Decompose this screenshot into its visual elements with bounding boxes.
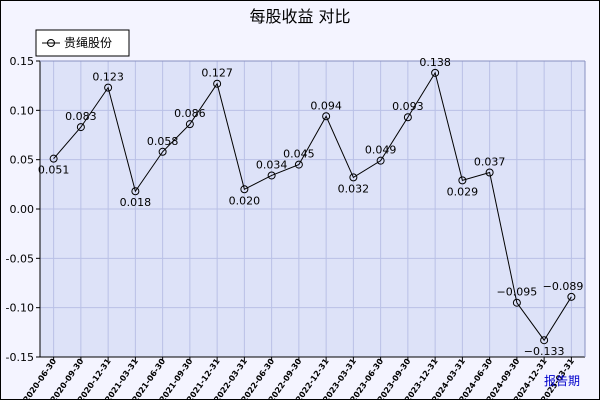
- data-label: −0.095: [497, 286, 538, 299]
- data-point: [294, 160, 303, 169]
- data-point: [49, 154, 58, 163]
- data-label: 0.083: [65, 110, 97, 123]
- data-label: 0.123: [92, 71, 124, 84]
- data-label: 0.049: [365, 144, 397, 157]
- data-label: 0.093: [392, 100, 424, 113]
- data-label: −0.133: [524, 345, 565, 358]
- series: [49, 68, 576, 345]
- data-label: 0.094: [310, 99, 342, 112]
- data-label: 0.037: [474, 155, 506, 168]
- data-point: [76, 123, 85, 132]
- y-tick-label: 0.15: [10, 55, 35, 68]
- x-axis-ticks: 2020-06-302020-09-302020-12-312021-03-31…: [22, 357, 577, 400]
- data-label: 0.018: [120, 196, 152, 209]
- data-point: [185, 120, 194, 129]
- data-point: [567, 292, 576, 301]
- legend: 贵绳股份: [35, 29, 130, 57]
- data-label: 0.034: [256, 158, 288, 171]
- data-label: 0.032: [338, 182, 370, 195]
- data-label: 0.051: [38, 164, 70, 177]
- data-point: [158, 147, 167, 156]
- data-label: 0.045: [283, 148, 315, 161]
- series-line: [53, 71, 572, 342]
- data-label: 0.058: [147, 135, 179, 148]
- data-point: [485, 168, 494, 177]
- data-label: 0.138: [419, 56, 451, 69]
- data-label: 0.127: [201, 67, 233, 80]
- data-label: 0.020: [229, 194, 261, 207]
- data-point: [104, 83, 113, 92]
- data-label: 0.029: [447, 185, 479, 198]
- legend-marker: [47, 39, 55, 47]
- legend-entry: 贵绳股份: [64, 36, 112, 50]
- data-point: [213, 79, 222, 88]
- data-point: [540, 336, 549, 345]
- y-tick-label: -0.15: [6, 351, 34, 364]
- data-point: [376, 156, 385, 165]
- y-axis-ticks: 0.15 0.10 0.05 0.00 -0.05 -0.10 -0.15: [6, 55, 40, 364]
- data-point: [512, 298, 521, 307]
- y-tick-label: 0.05: [10, 154, 35, 167]
- data-point: [349, 173, 358, 182]
- data-point: [431, 68, 440, 77]
- period-label: 报告期: [544, 373, 580, 388]
- data-label: 0.086: [174, 107, 206, 120]
- y-tick-label: 0.00: [10, 203, 35, 216]
- data-point: [458, 176, 467, 185]
- data-point: [267, 171, 276, 180]
- data-point: [322, 112, 331, 121]
- data-point: [131, 187, 140, 196]
- data-point: [403, 113, 412, 122]
- y-tick-label: -0.05: [6, 252, 34, 265]
- data-labels: 0.051 0.083 0.123 0.018 0.058 0.086 0.127 0.020…: [38, 56, 584, 358]
- data-point: [240, 185, 249, 194]
- chart-title: 每股收益 对比: [249, 7, 350, 26]
- y-tick-label: 0.10: [10, 104, 35, 117]
- data-label: −0.089: [543, 280, 584, 293]
- y-tick-label: -0.10: [6, 302, 34, 315]
